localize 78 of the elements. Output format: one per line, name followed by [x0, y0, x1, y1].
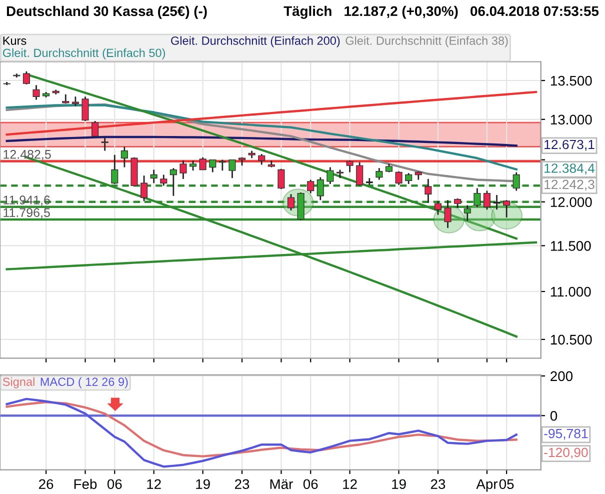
candlestick — [160, 174, 168, 186]
candlestick — [444, 199, 452, 229]
text: Kurs — [3, 36, 26, 45]
candlestick — [258, 153, 266, 166]
x-tick-label: Apr — [476, 479, 498, 492]
y-tick-label: 0 — [550, 410, 558, 421]
candlestick — [22, 70, 30, 86]
x-tick-label: 12 — [343, 479, 357, 489]
y-tick-label: 13.500 — [550, 76, 592, 86]
text: -120,90 — [544, 448, 588, 459]
y-tick-label: 200 — [550, 371, 573, 382]
ref-line-label: 12.482,5 — [4, 150, 51, 160]
text: Gleit. Durchschnitt (Einfach 50) — [2, 48, 166, 60]
candlestick — [483, 190, 491, 210]
chart-subtitle: Täglich 12.187,2 (+0,30%) 06.04.2018 07:53:55 — [284, 6, 599, 19]
candlestick — [180, 160, 187, 180]
y-tick-label: 11.500 — [550, 241, 591, 251]
line-series — [6, 136, 518, 147]
candlestick — [434, 200, 442, 216]
x-tick-label: 19 — [196, 479, 210, 490]
y-tick-label: 10.500 — [550, 334, 592, 345]
x-tick-label: 19 — [392, 479, 406, 490]
x-tick-label: 06 — [107, 479, 122, 490]
candlestick — [454, 198, 462, 209]
candlestick — [474, 188, 481, 208]
text: Gleit. Durchschnitt (Einfach 200) — [171, 36, 340, 48]
y-tick-label: 12.000 — [550, 197, 592, 208]
candlestick — [170, 167, 177, 197]
candlestick — [101, 137, 108, 152]
candlestick — [326, 166, 334, 185]
text: 12.242,3 — [544, 180, 594, 191]
candlestick — [150, 169, 158, 184]
series-label: Signal — [2, 377, 34, 388]
candlestick — [287, 193, 295, 212]
x-tick-label: 06 — [303, 479, 318, 490]
candlestick — [376, 167, 383, 180]
candlestick — [62, 94, 70, 104]
candlestick — [395, 170, 402, 186]
candlestick — [316, 176, 324, 201]
ref-line-label: 11.796,5 — [4, 208, 50, 218]
x-tick-label: 23 — [430, 479, 446, 490]
line-series — [6, 401, 518, 458]
chart-title: Deutschland 30 Kassa (25€) (-) — [6, 6, 207, 19]
x-tick-label: 26 — [39, 479, 54, 490]
candlestick — [356, 162, 364, 186]
series-label: MACD ( 12 26 9) — [40, 377, 128, 388]
candlestick — [189, 160, 197, 172]
text: 12.673,1 — [544, 140, 594, 151]
y-tick-label: 13.000 — [550, 114, 592, 125]
candlestick — [503, 199, 510, 218]
candlestick — [424, 178, 432, 204]
candlestick — [111, 154, 118, 185]
candlestick — [72, 96, 79, 107]
candlestick — [120, 146, 128, 168]
candlestick — [512, 172, 520, 192]
text: 12.384,4 — [544, 164, 595, 174]
candlestick — [218, 159, 226, 172]
candlestick — [140, 174, 148, 202]
candlestick — [405, 172, 412, 185]
line-series — [6, 398, 518, 468]
candlestick — [199, 156, 206, 170]
candlestick — [209, 159, 216, 173]
x-tick-label: Mär — [270, 479, 293, 490]
text: Gleit. Durchschnitt (Einfach 38) — [346, 36, 508, 48]
x-tick-label: 12 — [147, 479, 161, 489]
x-tick-label: 05 — [499, 479, 514, 490]
candlestick — [278, 168, 285, 190]
x-tick-label: 23 — [234, 479, 250, 490]
candlestick — [307, 179, 314, 194]
candlestick — [346, 160, 354, 173]
y-tick-label: 11.000 — [550, 286, 591, 297]
candlestick — [32, 84, 40, 100]
text: -95,781 — [544, 428, 588, 440]
candlestick — [464, 204, 471, 222]
candlestick — [228, 159, 236, 179]
candlestick — [92, 120, 99, 138]
x-tick-label: Feb — [74, 478, 97, 490]
candlestick — [82, 96, 89, 122]
